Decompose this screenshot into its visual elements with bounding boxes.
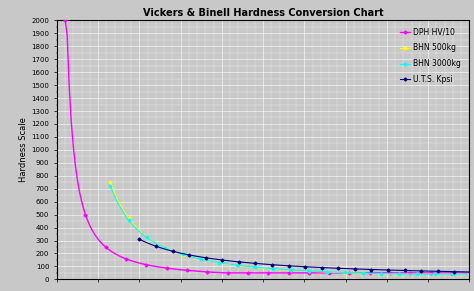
BHN 3000kg	[401, 272, 407, 276]
BHN 500kg	[129, 221, 135, 225]
BHN 3000kg	[450, 272, 456, 276]
BHN 500kg	[450, 272, 456, 276]
BHN 500kg	[108, 180, 113, 184]
U.T.S. Kpsi	[224, 259, 230, 262]
DPH HV/10	[223, 271, 228, 275]
DPH HV/10	[62, 19, 68, 22]
BHN 500kg	[466, 272, 472, 276]
U.T.S. Kpsi	[438, 270, 444, 273]
U.T.S. Kpsi	[150, 243, 155, 247]
DPH HV/10	[434, 271, 439, 275]
DPH HV/10	[466, 271, 472, 275]
DPH HV/10	[79, 198, 84, 202]
BHN 3000kg	[438, 272, 443, 276]
BHN 3000kg	[129, 223, 135, 226]
BHN 3000kg	[174, 251, 180, 254]
U.T.S. Kpsi	[198, 255, 203, 259]
Line: DPH HV/10: DPH HV/10	[64, 19, 470, 274]
Title: Vickers & Binell Hardness Conversion Chart: Vickers & Binell Hardness Conversion Cha…	[143, 8, 383, 18]
BHN 500kg	[203, 259, 209, 262]
BHN 3000kg	[203, 258, 209, 262]
U.T.S. Kpsi	[450, 270, 456, 273]
DPH HV/10	[448, 271, 454, 275]
BHN 500kg	[438, 272, 443, 276]
U.T.S. Kpsi	[156, 246, 162, 249]
DPH HV/10	[170, 267, 175, 271]
Line: BHN 3000kg: BHN 3000kg	[109, 185, 470, 275]
Line: BHN 500kg: BHN 500kg	[109, 181, 470, 275]
U.T.S. Kpsi	[466, 270, 472, 274]
Y-axis label: Hardness Scale: Hardness Scale	[19, 118, 28, 182]
DPH HV/10	[87, 223, 92, 227]
BHN 3000kg	[466, 272, 472, 276]
BHN 500kg	[174, 251, 180, 254]
U.T.S. Kpsi	[137, 237, 142, 241]
DPH HV/10	[137, 262, 143, 265]
BHN 500kg	[122, 211, 128, 215]
BHN 500kg	[391, 272, 396, 276]
BHN 3000kg	[122, 213, 128, 217]
Legend: DPH HV/10, BHN 500kg, BHN 3000kg, U.T.S. Kpsi: DPH HV/10, BHN 500kg, BHN 3000kg, U.T.S.…	[397, 24, 464, 87]
BHN 3000kg	[108, 184, 113, 188]
Line: U.T.S. Kpsi: U.T.S. Kpsi	[138, 238, 470, 273]
